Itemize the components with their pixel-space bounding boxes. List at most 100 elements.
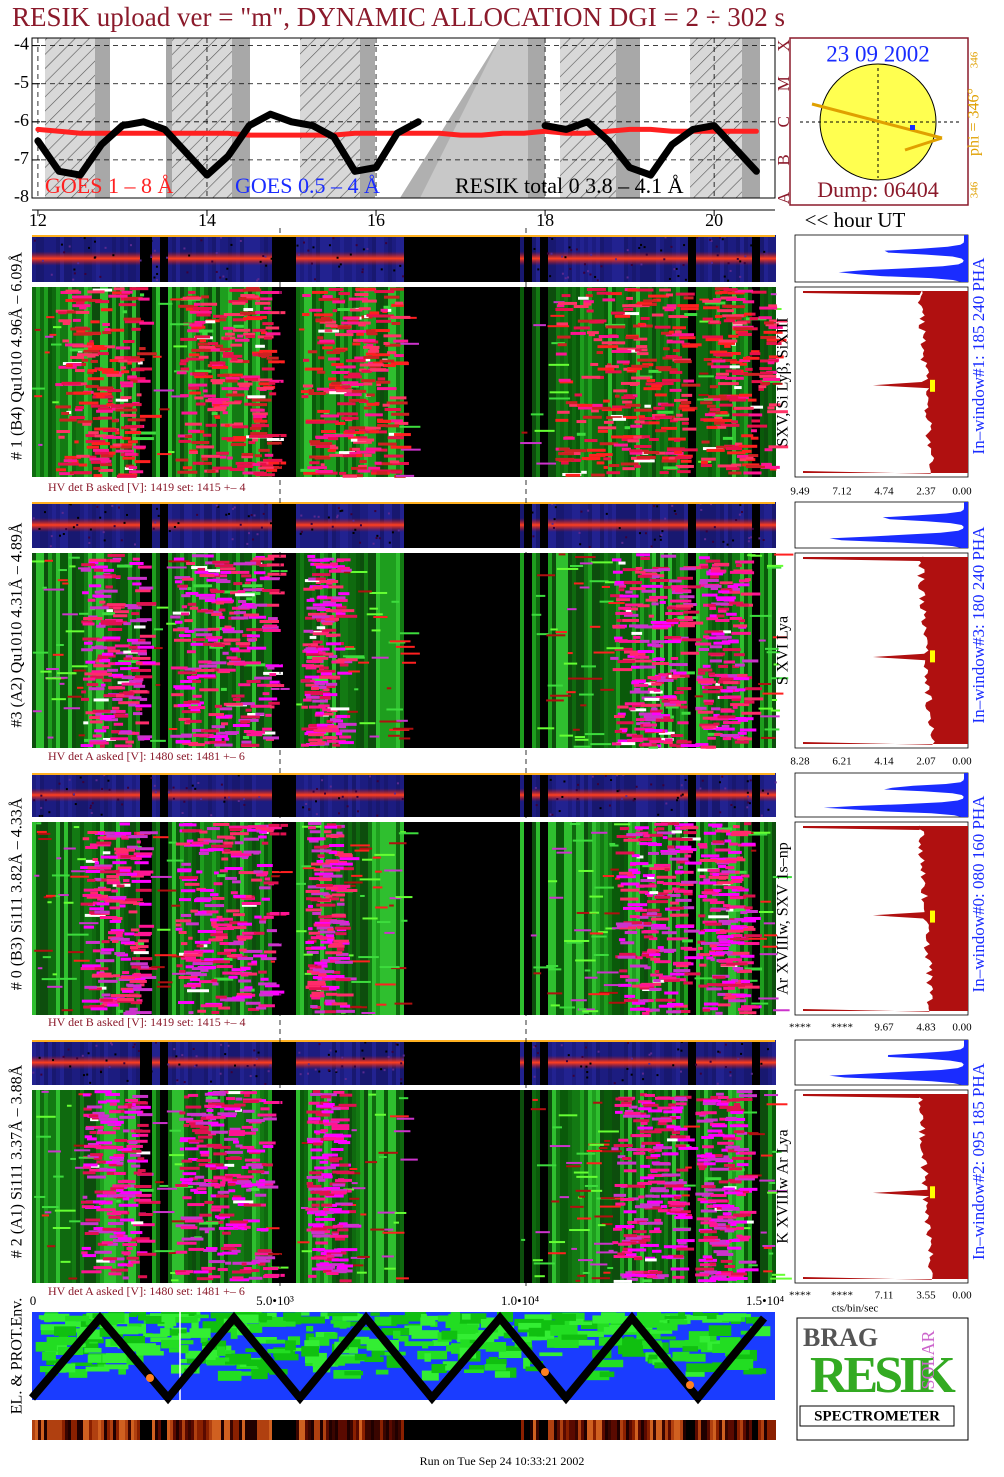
heatmap-dash bbox=[621, 396, 636, 400]
strip-speck bbox=[673, 509, 676, 512]
heatmap-dash bbox=[323, 693, 338, 697]
heatmap-dash bbox=[735, 560, 755, 564]
heatmap-dash bbox=[96, 657, 109, 661]
heatmap-dash bbox=[334, 386, 345, 390]
heatmap-dash bbox=[339, 735, 352, 739]
heatmap-dash bbox=[731, 631, 751, 635]
heatmap-dash bbox=[697, 398, 714, 401]
heatmap-dash bbox=[357, 438, 375, 442]
strip-speck bbox=[72, 278, 75, 281]
heatmap-dash bbox=[191, 728, 206, 732]
heatmap-dash bbox=[388, 641, 406, 644]
heatmap-column bbox=[100, 287, 104, 477]
heatmap-dash bbox=[351, 874, 363, 877]
heatmap-dash bbox=[627, 349, 639, 353]
heatmap-dash bbox=[202, 642, 222, 646]
heatmap-column bbox=[296, 553, 300, 748]
heatmap-dash bbox=[669, 901, 680, 905]
heatmap-dash bbox=[150, 875, 172, 878]
heatmap-dash bbox=[681, 383, 701, 387]
heatmap-dash bbox=[322, 346, 333, 350]
strip-speck bbox=[761, 789, 764, 792]
heatmap-dash bbox=[314, 961, 328, 965]
heatmap-dash bbox=[81, 999, 98, 1003]
heatmap-dash bbox=[589, 580, 609, 583]
heatmap-dash bbox=[232, 301, 246, 305]
heatmap-dash bbox=[114, 831, 132, 835]
heatmap-dash bbox=[88, 561, 99, 565]
strip-speck bbox=[299, 532, 302, 535]
strip-band bbox=[520, 788, 524, 802]
heatmap-dash bbox=[581, 375, 601, 379]
heatmap-dash bbox=[341, 385, 351, 389]
heatmap-dash bbox=[705, 636, 727, 640]
heatmap-dash bbox=[570, 939, 590, 942]
heatmap-dash bbox=[131, 612, 140, 616]
heatmap-dash bbox=[603, 465, 608, 469]
heatmap-dash bbox=[332, 349, 346, 353]
strip-band bbox=[312, 788, 316, 802]
heatmap-dash bbox=[86, 895, 102, 899]
heatmap-dash bbox=[664, 308, 675, 312]
strip-speck bbox=[561, 272, 564, 275]
heatmap-dash bbox=[315, 581, 321, 585]
heatmap-dash bbox=[45, 894, 56, 897]
heatmap-dash bbox=[376, 462, 398, 466]
strip-speck bbox=[117, 798, 120, 801]
strip-band bbox=[576, 788, 580, 802]
strip-band bbox=[192, 518, 196, 532]
heatmap-dash bbox=[767, 410, 788, 414]
heatmap-dash bbox=[684, 615, 693, 619]
heatmap-dash bbox=[201, 454, 220, 458]
heatmap-dash bbox=[660, 822, 680, 826]
heatmap-dash bbox=[310, 1005, 318, 1009]
heatmap-dash bbox=[63, 459, 78, 463]
heatmap-column bbox=[772, 553, 776, 748]
heatmap-dash bbox=[231, 357, 238, 361]
heatmap-dash bbox=[641, 435, 651, 439]
strip-band bbox=[356, 251, 360, 266]
heatmap-dash bbox=[221, 857, 229, 861]
heatmap-dash bbox=[350, 844, 370, 847]
heatmap-dash bbox=[631, 364, 649, 368]
strip-speck bbox=[49, 545, 52, 548]
heatmap-dash bbox=[623, 613, 639, 617]
heatmap-dash bbox=[722, 314, 744, 318]
heatmap-column bbox=[180, 287, 184, 477]
heatmap-dash bbox=[92, 901, 101, 905]
heatmap-dash bbox=[268, 381, 276, 385]
heatmap-column bbox=[100, 553, 104, 748]
heatmap-dash bbox=[576, 420, 587, 424]
strip-speck bbox=[590, 253, 593, 256]
strip-speck bbox=[591, 775, 594, 778]
heatmap-dash bbox=[713, 713, 720, 717]
heatmap-dash bbox=[207, 627, 220, 631]
heatmap-dash bbox=[694, 695, 704, 698]
heatmap-dash bbox=[113, 610, 129, 614]
heatmap-dash bbox=[366, 402, 380, 406]
heatmap-dash bbox=[215, 715, 229, 719]
strip-band bbox=[652, 788, 656, 802]
strip-band bbox=[652, 518, 656, 532]
heatmap-dash bbox=[181, 877, 198, 881]
strip-band bbox=[304, 788, 308, 802]
heatmap-dash bbox=[549, 391, 569, 394]
heatmap-column bbox=[568, 822, 572, 1015]
heatmap-dash bbox=[620, 888, 640, 892]
strip-band bbox=[632, 518, 636, 532]
heatmap-dash bbox=[636, 855, 644, 859]
heatmap-column bbox=[604, 822, 608, 1015]
strip-speck bbox=[338, 797, 341, 800]
heatmap-dash bbox=[256, 731, 276, 735]
heatmap-dash bbox=[308, 987, 329, 991]
heatmap-dash bbox=[209, 588, 218, 592]
heatmap-dash bbox=[194, 369, 212, 373]
heatmap-dash bbox=[112, 557, 122, 561]
heatmap-dash bbox=[119, 900, 138, 904]
strip-speck bbox=[58, 534, 61, 537]
heatmap-dash bbox=[751, 290, 767, 294]
heatmap-dash bbox=[649, 867, 671, 871]
heatmap-dash bbox=[336, 558, 351, 562]
strip-band bbox=[732, 251, 736, 266]
heatmap-dash bbox=[330, 835, 339, 839]
